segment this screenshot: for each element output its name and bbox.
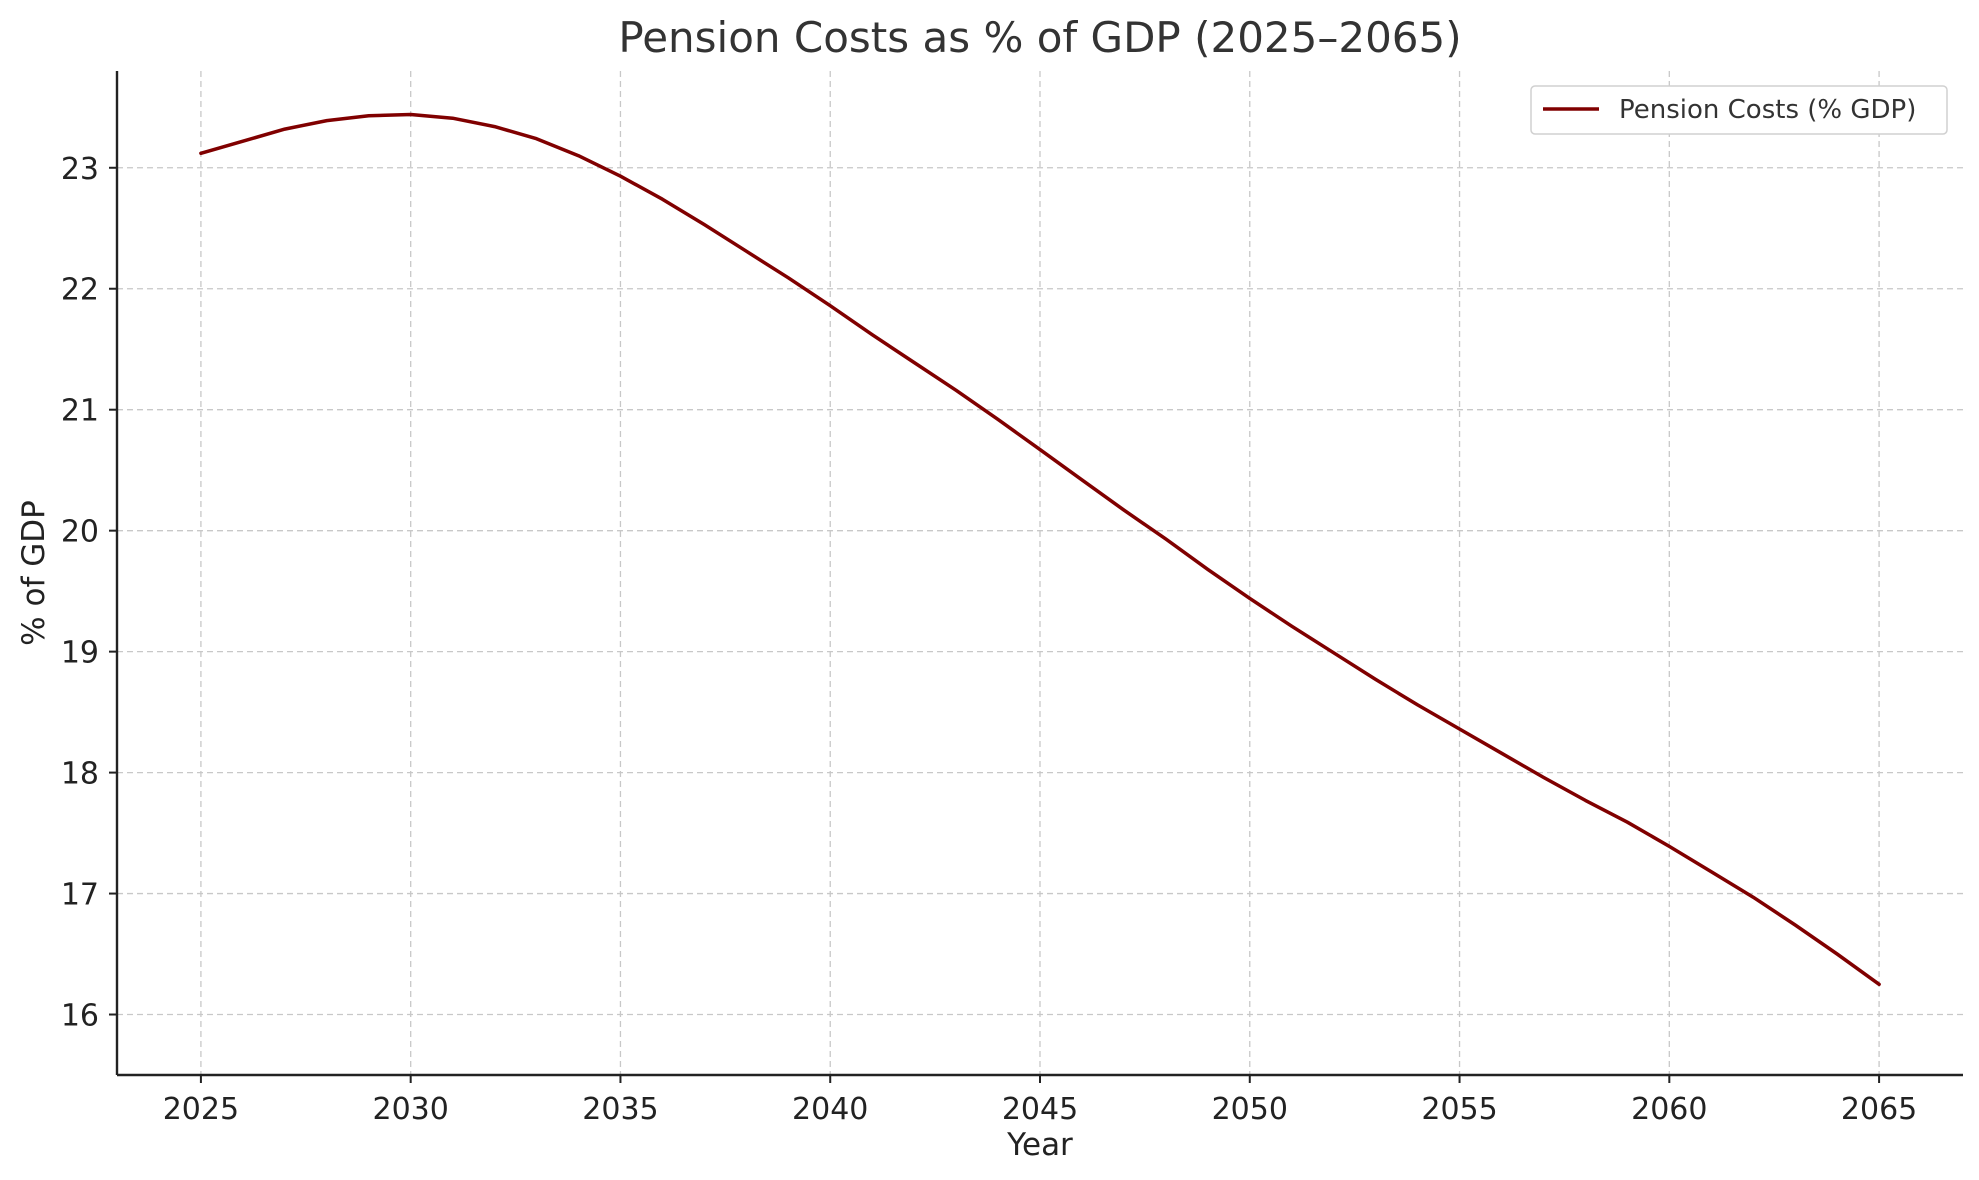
legend-label: Pension Costs (% GDP) — [1619, 95, 1916, 125]
grid — [117, 71, 1963, 1075]
x-tick-label: 2035 — [582, 1092, 658, 1127]
x-ticks: 2025 2030 2035 2040 2045 2050 2055 2060 2065 — [163, 1075, 1917, 1127]
x-tick-label: 2060 — [1631, 1092, 1707, 1127]
y-tick-label: 16 — [61, 999, 99, 1034]
chart-title: Pension Costs as % of GDP (2025–2065) — [618, 13, 1461, 62]
x-tick-label: 2040 — [792, 1092, 868, 1127]
y-tick-label: 21 — [61, 394, 99, 429]
y-tick-label: 19 — [61, 636, 99, 671]
legend-frame — [1530, 85, 1948, 135]
y-tick-label: 23 — [61, 152, 99, 187]
y-tick-label: 20 — [61, 515, 99, 550]
x-axis-label: Year — [1006, 1127, 1073, 1163]
x-tick-label: 2045 — [1002, 1092, 1078, 1127]
series-line-pension-costs — [199, 112, 1881, 987]
y-axis-label: % of GDP — [16, 500, 52, 646]
x-tick-label: 2065 — [1841, 1092, 1917, 1127]
legend: Pension Costs (% GDP) — [1530, 85, 1948, 135]
series-layer — [199, 112, 1881, 987]
x-tick-label: 2055 — [1421, 1092, 1497, 1127]
x-tick-label: 2030 — [373, 1092, 449, 1127]
y-tick-label: 22 — [61, 273, 99, 308]
y-ticks: 16 17 18 19 20 21 22 23 — [61, 152, 117, 1034]
y-tick-label: 18 — [61, 757, 99, 792]
y-tick-label: 17 — [61, 878, 99, 913]
x-tick-label: 2050 — [1212, 1092, 1288, 1127]
x-tick-label: 2025 — [163, 1092, 239, 1127]
